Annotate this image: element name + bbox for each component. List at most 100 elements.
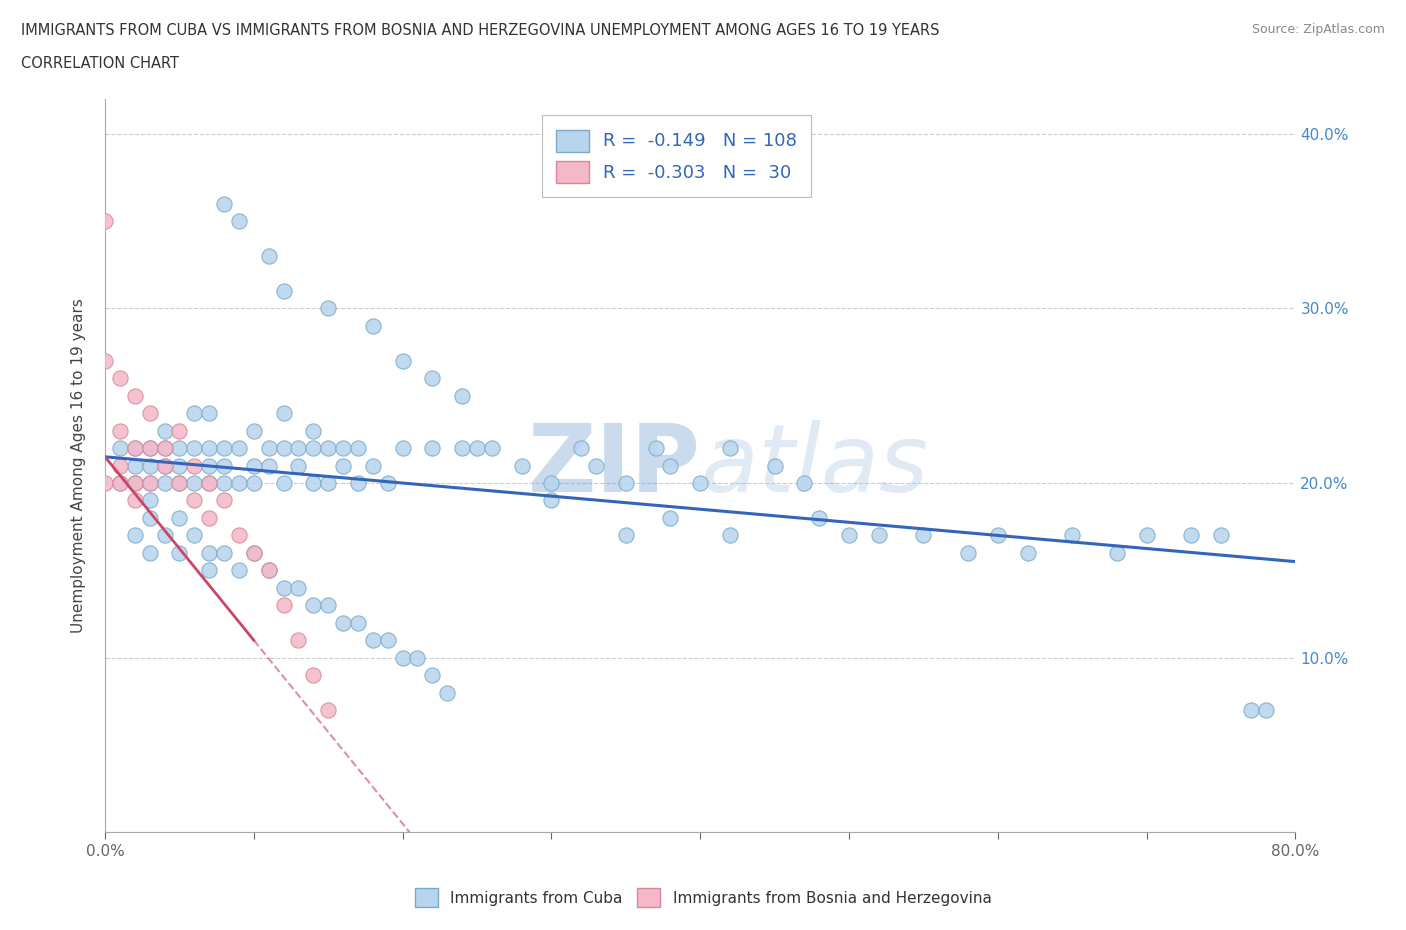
Point bbox=[793, 475, 815, 490]
Point bbox=[436, 685, 458, 700]
Point bbox=[169, 546, 191, 561]
Point bbox=[138, 493, 160, 508]
Point bbox=[198, 441, 221, 456]
Point bbox=[124, 528, 146, 543]
Point bbox=[198, 475, 221, 490]
Point bbox=[273, 475, 295, 490]
Point bbox=[510, 458, 533, 473]
Point bbox=[243, 546, 266, 561]
Point bbox=[689, 475, 711, 490]
Point bbox=[1017, 546, 1039, 561]
Point bbox=[198, 405, 221, 420]
Point bbox=[94, 353, 117, 368]
Point bbox=[108, 441, 131, 456]
Y-axis label: Unemployment Among Ages 16 to 19 years: Unemployment Among Ages 16 to 19 years bbox=[72, 299, 86, 633]
Point bbox=[198, 475, 221, 490]
Point bbox=[465, 441, 488, 456]
Point bbox=[138, 405, 160, 420]
Text: Source: ZipAtlas.com: Source: ZipAtlas.com bbox=[1251, 23, 1385, 36]
Point bbox=[138, 546, 160, 561]
Point bbox=[451, 388, 474, 403]
Point bbox=[1136, 528, 1159, 543]
Point bbox=[108, 475, 131, 490]
Text: CORRELATION CHART: CORRELATION CHART bbox=[21, 56, 179, 71]
Point bbox=[169, 475, 191, 490]
Point bbox=[391, 441, 413, 456]
Point bbox=[257, 248, 280, 263]
Point bbox=[212, 493, 235, 508]
Point bbox=[316, 475, 339, 490]
Point bbox=[302, 668, 325, 683]
Point bbox=[243, 475, 266, 490]
Point bbox=[169, 441, 191, 456]
Point bbox=[316, 301, 339, 316]
Text: ZIP: ZIP bbox=[527, 419, 700, 512]
Point bbox=[228, 441, 250, 456]
Point bbox=[257, 441, 280, 456]
Point bbox=[1240, 703, 1263, 718]
Point bbox=[391, 353, 413, 368]
Point bbox=[124, 388, 146, 403]
Point bbox=[138, 475, 160, 490]
Point bbox=[108, 475, 131, 490]
Point bbox=[124, 441, 146, 456]
Text: IMMIGRANTS FROM CUBA VS IMMIGRANTS FROM BOSNIA AND HERZEGOVINA UNEMPLOYMENT AMON: IMMIGRANTS FROM CUBA VS IMMIGRANTS FROM … bbox=[21, 23, 939, 38]
Point bbox=[868, 528, 890, 543]
Point bbox=[228, 475, 250, 490]
Point bbox=[838, 528, 860, 543]
Point bbox=[540, 493, 562, 508]
Point bbox=[718, 441, 741, 456]
Point bbox=[332, 458, 354, 473]
Point bbox=[198, 546, 221, 561]
Point bbox=[108, 423, 131, 438]
Point bbox=[287, 458, 309, 473]
Point bbox=[287, 580, 309, 595]
Point bbox=[957, 546, 980, 561]
Point bbox=[302, 441, 325, 456]
Point bbox=[198, 563, 221, 578]
Point bbox=[287, 632, 309, 647]
Point bbox=[316, 441, 339, 456]
Point bbox=[347, 475, 370, 490]
Point bbox=[183, 405, 205, 420]
Point bbox=[273, 405, 295, 420]
Point bbox=[422, 371, 444, 386]
Point bbox=[228, 563, 250, 578]
Point bbox=[183, 528, 205, 543]
Point bbox=[212, 458, 235, 473]
Point bbox=[138, 511, 160, 525]
Point bbox=[316, 703, 339, 718]
Point bbox=[614, 475, 637, 490]
Point bbox=[94, 475, 117, 490]
Point bbox=[169, 458, 191, 473]
Point bbox=[124, 475, 146, 490]
Point bbox=[361, 318, 384, 333]
Point bbox=[153, 458, 176, 473]
Point bbox=[153, 475, 176, 490]
Point bbox=[94, 214, 117, 229]
Point bbox=[273, 284, 295, 299]
Point bbox=[451, 441, 474, 456]
Point bbox=[153, 458, 176, 473]
Point bbox=[212, 441, 235, 456]
Point bbox=[361, 458, 384, 473]
Point bbox=[347, 441, 370, 456]
Legend: R =  -0.149   N = 108, R =  -0.303   N =  30: R = -0.149 N = 108, R = -0.303 N = 30 bbox=[541, 115, 811, 197]
Point bbox=[763, 458, 786, 473]
Point bbox=[481, 441, 503, 456]
Point bbox=[273, 598, 295, 613]
Point bbox=[1180, 528, 1202, 543]
Point bbox=[228, 528, 250, 543]
Point bbox=[257, 458, 280, 473]
Point bbox=[153, 528, 176, 543]
Point bbox=[273, 580, 295, 595]
Point bbox=[718, 528, 741, 543]
Point bbox=[377, 475, 399, 490]
Point bbox=[332, 616, 354, 631]
Point bbox=[287, 441, 309, 456]
Point bbox=[243, 458, 266, 473]
Point bbox=[391, 650, 413, 665]
Point bbox=[659, 511, 682, 525]
Point bbox=[228, 214, 250, 229]
Legend: Immigrants from Cuba, Immigrants from Bosnia and Herzegovina: Immigrants from Cuba, Immigrants from Bo… bbox=[409, 883, 997, 913]
